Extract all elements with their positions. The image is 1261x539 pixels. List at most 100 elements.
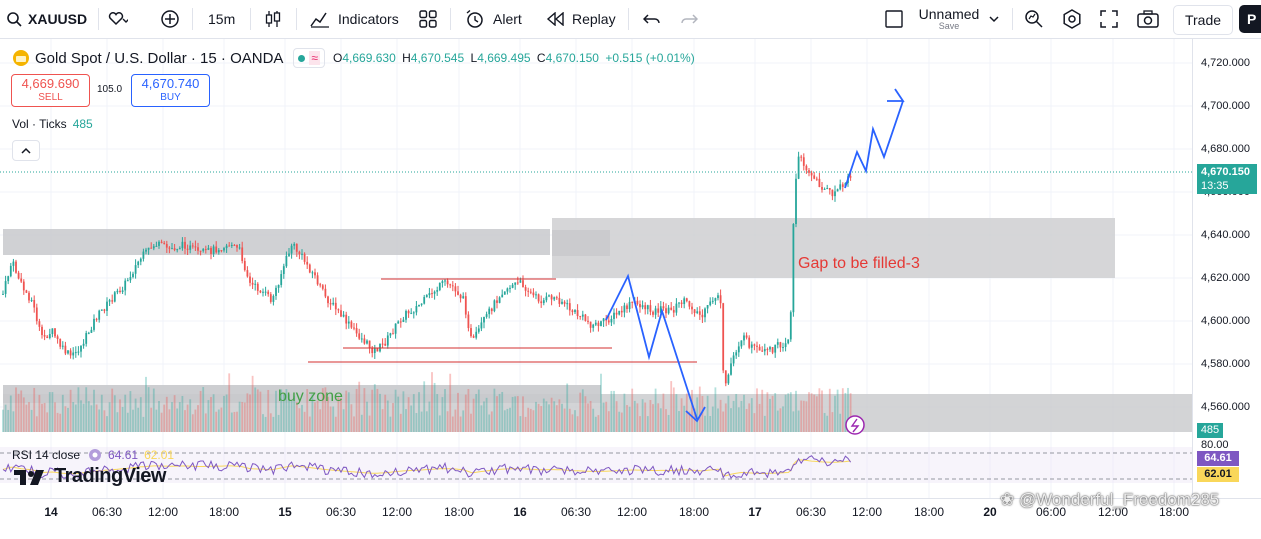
rsi-legend[interactable]: RSI 14 close 64.61 62.01	[12, 448, 174, 462]
price-tick-label: 4,640.000	[1201, 229, 1250, 241]
arrow-head-down	[685, 406, 706, 423]
candles-icon	[264, 9, 282, 29]
rsi-axis-badge: 64.61	[1197, 451, 1239, 466]
indicators-label: Indicators	[338, 11, 399, 27]
heart-plus-icon	[108, 11, 128, 27]
settings-button[interactable]	[1062, 0, 1082, 38]
price-axis[interactable]	[1192, 39, 1261, 498]
sell-price: 4,669.690	[21, 76, 80, 91]
countdown-value: 13:35	[1201, 180, 1229, 192]
indicators-button[interactable]: Indicators	[310, 0, 399, 38]
divider	[628, 8, 629, 30]
delay-icon: ≈	[309, 51, 321, 65]
arrow-head-up	[887, 88, 905, 102]
gap-annotation[interactable]: Gap to be filled-3	[798, 255, 920, 272]
snapshot-button[interactable]	[1137, 0, 1159, 38]
gear-icon	[1062, 9, 1082, 29]
gold-coin-icon	[12, 49, 30, 67]
collapse-legend-button[interactable]	[12, 140, 40, 161]
add-symbol-button[interactable]	[160, 0, 180, 38]
high-value: 4,670.545	[410, 51, 465, 65]
camera-icon	[1137, 10, 1159, 28]
redo-icon	[680, 12, 698, 26]
open-value: 4,669.630	[342, 51, 396, 65]
chevron-up-icon	[21, 147, 31, 155]
grid-icon	[419, 10, 437, 28]
price-tick-label: 4,680.000	[1201, 143, 1250, 155]
rsi-settings-icon	[88, 448, 102, 462]
publish-button[interactable]: P	[1239, 5, 1261, 33]
time-axis[interactable]	[0, 498, 1261, 539]
price-tick-label: 4,700.000	[1201, 100, 1250, 112]
redo-button[interactable]	[680, 0, 698, 38]
divider	[250, 8, 251, 30]
top-toolbar: XAUUSD 15m Indicators Alert	[0, 0, 1261, 39]
layout-toggle[interactable]	[884, 0, 904, 38]
chart-type-button[interactable]	[264, 0, 282, 38]
undo-icon	[643, 12, 661, 26]
layout-name-button[interactable]: Unnamed Save	[918, 0, 980, 38]
trade-label: Trade	[1184, 12, 1222, 28]
spread-value: 105.0	[97, 84, 123, 95]
resistance-zone[interactable]	[3, 229, 550, 255]
volume-legend[interactable]: Vol · Ticks 485	[12, 117, 93, 131]
interval-label: 15m	[208, 11, 236, 27]
chevron-down-icon	[988, 14, 1000, 24]
brand-name: TradingView	[54, 465, 166, 487]
gap-zone[interactable]	[552, 218, 1115, 278]
replay-button[interactable]: Replay	[546, 0, 616, 38]
price-tick-label: 4,600.000	[1201, 315, 1250, 327]
time-tick-label: 12:00	[147, 505, 179, 519]
symbol-search[interactable]: XAUUSD	[6, 0, 87, 38]
layout-menu-button[interactable]	[988, 0, 1000, 38]
interval-button[interactable]: 15m	[208, 0, 235, 38]
watermark: ❀ @Wonderful_Freedom285	[1000, 490, 1220, 509]
price-tick-label: 4,720.000	[1201, 57, 1250, 69]
rewind-icon	[546, 12, 566, 26]
tradingview-logo-icon	[14, 468, 50, 486]
time-tick-label: 06:30	[795, 505, 827, 519]
alert-button[interactable]: Alert	[465, 0, 522, 38]
time-tick-label: 12:00	[381, 505, 413, 519]
time-tick-label: 15	[278, 505, 292, 519]
alert-label: Alert	[493, 11, 522, 27]
time-tick-label: 12:00	[616, 505, 648, 519]
time-tick-label: 17	[748, 505, 762, 519]
fullscreen-icon	[1100, 10, 1118, 28]
time-tick-label: 06:30	[91, 505, 123, 519]
market-open-icon	[298, 54, 306, 62]
trade-button[interactable]: Trade	[1173, 5, 1233, 35]
rsi-value: 64.61	[108, 448, 139, 462]
tradingview-logo[interactable]: TradingView	[14, 465, 166, 488]
ohlc-values: O4,669.630 H4,670.545 L4,669.495 C4,670.…	[333, 51, 695, 65]
indicators-icon	[310, 10, 330, 28]
templates-button[interactable]	[419, 0, 437, 38]
sell-button[interactable]: 4,669.690 SELL	[11, 74, 90, 107]
projection-path-up[interactable]	[844, 100, 904, 189]
divider	[192, 8, 193, 30]
time-tick-label: 14	[44, 505, 58, 519]
divider	[1012, 8, 1013, 30]
status-badges[interactable]: ≈	[293, 48, 326, 68]
rsi-ma-axis-badge: 62.01	[1197, 467, 1239, 482]
buy-button[interactable]: 4,670.740 BUY	[131, 74, 210, 107]
lightning-icon[interactable]	[845, 415, 865, 435]
chart-canvas[interactable]	[0, 39, 1192, 498]
candles	[2, 151, 852, 387]
search-icon	[6, 11, 22, 27]
time-tick-label: 18:00	[913, 505, 945, 519]
quick-search-button[interactable]	[1024, 0, 1044, 38]
buy-zone-annotation[interactable]: buy zone	[278, 388, 343, 405]
undo-button[interactable]	[643, 0, 661, 38]
time-tick-label: 06:30	[325, 505, 357, 519]
volume-bars	[2, 372, 852, 432]
chart-legend: Gold Spot / U.S. Dollar · 15 · OANDA ≈ O…	[12, 48, 695, 68]
support-zone[interactable]	[3, 394, 1192, 432]
time-tick-label: 12:00	[851, 505, 883, 519]
projection-path-down[interactable]	[605, 273, 698, 420]
symbol-title[interactable]: Gold Spot / U.S. Dollar · 15 · OANDA	[35, 49, 284, 67]
compare-button[interactable]	[108, 0, 128, 38]
alarm-clock-icon	[465, 9, 485, 29]
fullscreen-button[interactable]	[1100, 0, 1118, 38]
change-value: +0.515 (+0.01%)	[605, 51, 695, 65]
